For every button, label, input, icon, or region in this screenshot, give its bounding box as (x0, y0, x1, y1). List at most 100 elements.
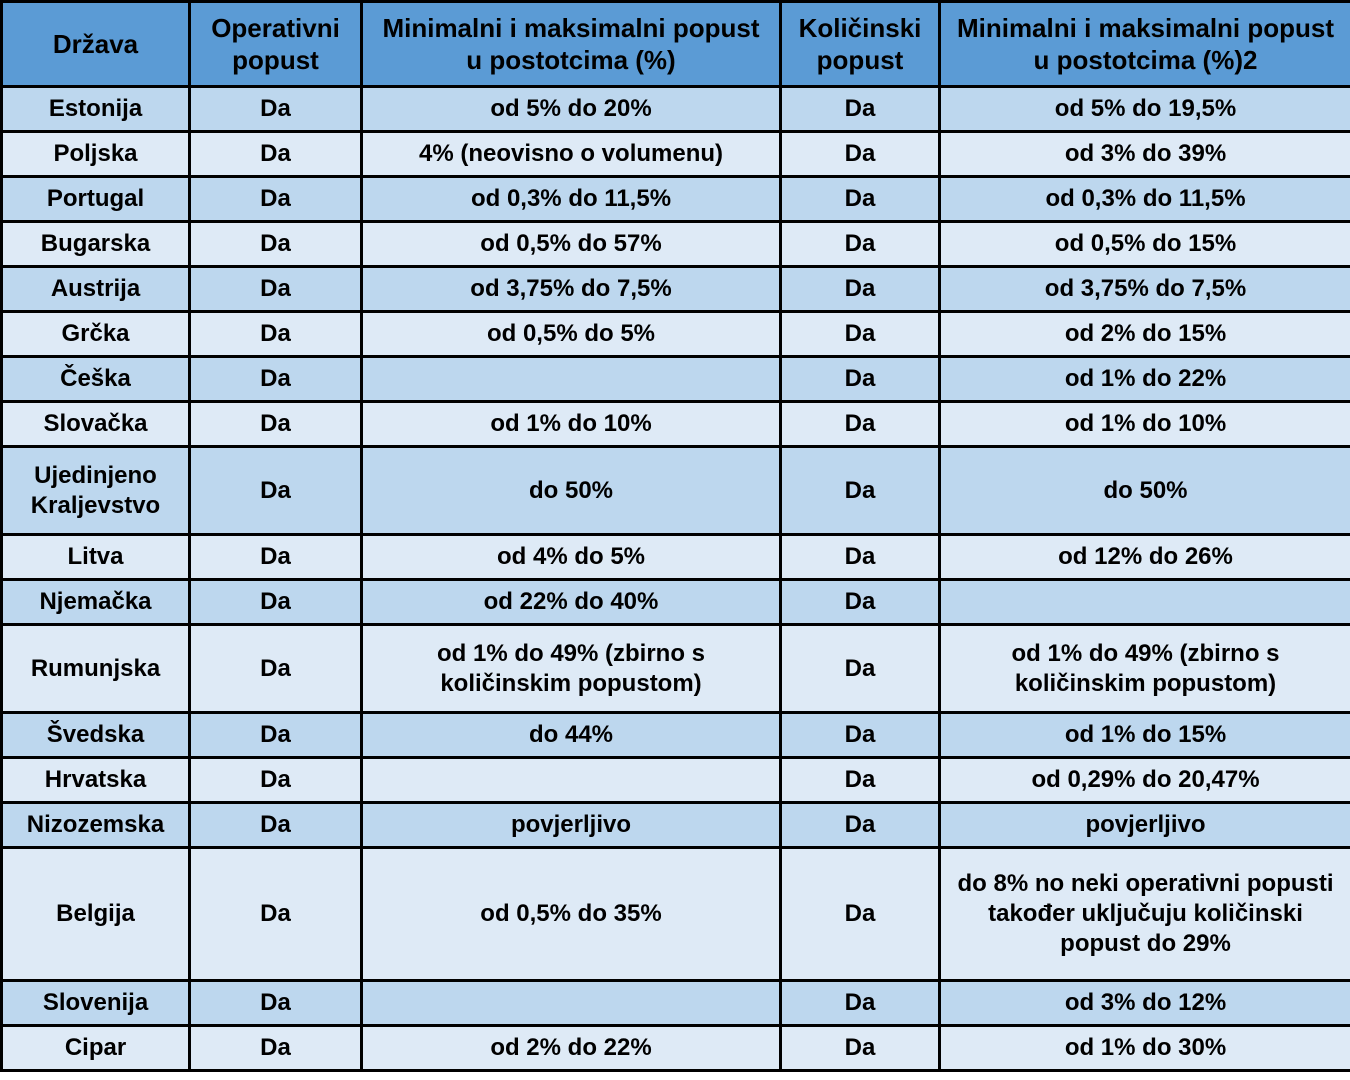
column-header-quantity-discount: Količinski popust (779, 0, 941, 88)
cell-quantity-discount: Da (779, 623, 941, 714)
cell-min-max-discount-1: povjerljivo (360, 801, 782, 849)
table-row: Belgija Da od 0,5% do 35% Da do 8% no neki o… (0, 846, 1350, 982)
cell-country: Njemačka (0, 578, 191, 626)
cell-min-max-discount-2: od 2% do 15% (938, 310, 1350, 358)
cell-min-max-discount-2: od 1% do 22% (938, 355, 1350, 403)
table-row: Cipar Da od 2% do 22% Da od 1% do 30% (0, 1024, 1350, 1072)
cell-quantity-discount: Da (779, 220, 941, 268)
cell-quantity-discount: Da (779, 85, 941, 133)
column-header-min-max-discount-1: Minimalni i maksimalni popust u postotci… (360, 0, 782, 88)
column-header-country: Država (0, 0, 191, 88)
cell-operational-discount: Da (188, 400, 363, 448)
cell-min-max-discount-1: od 2% do 22% (360, 1024, 782, 1072)
cell-country: Nizozemska (0, 801, 191, 849)
cell-min-max-discount-2: od 0,29% do 20,47% (938, 756, 1350, 804)
table-row: Slovačka Da od 1% do 10% Da od 1% do 10% (0, 400, 1350, 448)
cell-quantity-discount: Da (779, 130, 941, 178)
table-body: Estonija Da od 5% do 20% Da od 5% do 19,5% Po… (0, 85, 1350, 1072)
cell-min-max-discount-2: od 1% do 10% (938, 400, 1350, 448)
cell-country: Cipar (0, 1024, 191, 1072)
cell-operational-discount: Da (188, 578, 363, 626)
table-row: Litva Da od 4% do 5% Da od 12% do 26% (0, 533, 1350, 581)
cell-min-max-discount-1: od 1% do 10% (360, 400, 782, 448)
cell-quantity-discount: Da (779, 801, 941, 849)
cell-operational-discount: Da (188, 130, 363, 178)
cell-country: Poljska (0, 130, 191, 178)
cell-operational-discount: Da (188, 533, 363, 581)
cell-quantity-discount: Da (779, 355, 941, 403)
column-header-min-max-discount-2: Minimalni i maksimalni popust u postotci… (938, 0, 1350, 88)
table-header: Država Operativni popust Minimalni i maksi… (0, 0, 1350, 88)
cell-min-max-discount-1 (360, 979, 782, 1027)
cell-country: Belgija (0, 846, 191, 982)
cell-quantity-discount: Da (779, 1024, 941, 1072)
cell-quantity-discount: Da (779, 400, 941, 448)
cell-quantity-discount: Da (779, 846, 941, 982)
cell-operational-discount: Da (188, 355, 363, 403)
table-row: Bugarska Da od 0,5% do 57% Da od 0,5% do 15% (0, 220, 1350, 268)
cell-operational-discount: Da (188, 756, 363, 804)
cell-min-max-discount-2: od 12% do 26% (938, 533, 1350, 581)
cell-operational-discount: Da (188, 175, 363, 223)
cell-min-max-discount-1: od 0,5% do 57% (360, 220, 782, 268)
cell-quantity-discount: Da (779, 533, 941, 581)
cell-min-max-discount-2: od 3% do 39% (938, 130, 1350, 178)
cell-quantity-discount: Da (779, 175, 941, 223)
cell-min-max-discount-1: od 22% do 40% (360, 578, 782, 626)
cell-country: Hrvatska (0, 756, 191, 804)
cell-min-max-discount-2: od 5% do 19,5% (938, 85, 1350, 133)
cell-country: Švedska (0, 711, 191, 759)
cell-min-max-discount-1: od 1% do 49% (zbirno s količinskim popus… (360, 623, 782, 714)
cell-min-max-discount-2: od 0,5% do 15% (938, 220, 1350, 268)
cell-country: Slovačka (0, 400, 191, 448)
cell-min-max-discount-2: od 1% do 30% (938, 1024, 1350, 1072)
table-row: Poljska Da 4% (neovisno o volumenu) Da od 3%… (0, 130, 1350, 178)
cell-min-max-discount-1 (360, 355, 782, 403)
cell-country: Ujedinjeno Kraljevstvo (0, 445, 191, 536)
table-row: Hrvatska Da Da od 0,29% do 20,47% (0, 756, 1350, 804)
cell-min-max-discount-1: od 0,5% do 5% (360, 310, 782, 358)
table-row: Slovenija Da Da od 3% do 12% (0, 979, 1350, 1027)
cell-operational-discount: Da (188, 445, 363, 536)
cell-min-max-discount-2: od 3% do 12% (938, 979, 1350, 1027)
cell-operational-discount: Da (188, 220, 363, 268)
cell-min-max-discount-2: do 50% (938, 445, 1350, 536)
cell-min-max-discount-2: od 1% do 15% (938, 711, 1350, 759)
cell-country: Austrija (0, 265, 191, 313)
cell-min-max-discount-2: do 8% no neki operativni popusti također… (938, 846, 1350, 982)
cell-quantity-discount: Da (779, 711, 941, 759)
column-header-operational-discount: Operativni popust (188, 0, 363, 88)
cell-operational-discount: Da (188, 623, 363, 714)
cell-min-max-discount-2: od 0,3% do 11,5% (938, 175, 1350, 223)
cell-country: Rumunjska (0, 623, 191, 714)
table-row: Njemačka Da od 22% do 40% Da (0, 578, 1350, 626)
cell-quantity-discount: Da (779, 445, 941, 536)
cell-country: Češka (0, 355, 191, 403)
cell-quantity-discount: Da (779, 756, 941, 804)
cell-quantity-discount: Da (779, 578, 941, 626)
cell-operational-discount: Da (188, 85, 363, 133)
table-row: Estonija Da od 5% do 20% Da od 5% do 19,5% (0, 85, 1350, 133)
table-row: Švedska Da do 44% Da od 1% do 15% (0, 711, 1350, 759)
cell-min-max-discount-1: od 4% do 5% (360, 533, 782, 581)
cell-quantity-discount: Da (779, 310, 941, 358)
cell-min-max-discount-2: od 3,75% do 7,5% (938, 265, 1350, 313)
cell-min-max-discount-1: od 0,3% do 11,5% (360, 175, 782, 223)
cell-operational-discount: Da (188, 801, 363, 849)
table-row: Grčka Da od 0,5% do 5% Da od 2% do 15% (0, 310, 1350, 358)
table-row: Nizozemska Da povjerljivo Da povjerljivo (0, 801, 1350, 849)
cell-min-max-discount-1: 4% (neovisno o volumenu) (360, 130, 782, 178)
cell-operational-discount: Da (188, 979, 363, 1027)
cell-min-max-discount-2: povjerljivo (938, 801, 1350, 849)
cell-min-max-discount-2 (938, 578, 1350, 626)
cell-operational-discount: Da (188, 1024, 363, 1072)
table-row: Rumunjska Da od 1% do 49% (zbirno s količi… (0, 623, 1350, 714)
cell-quantity-discount: Da (779, 979, 941, 1027)
cell-operational-discount: Da (188, 711, 363, 759)
cell-min-max-discount-1 (360, 756, 782, 804)
cell-country: Portugal (0, 175, 191, 223)
table-row: Portugal Da od 0,3% do 11,5% Da od 0,3% do 1… (0, 175, 1350, 223)
cell-min-max-discount-1: od 0,5% do 35% (360, 846, 782, 982)
